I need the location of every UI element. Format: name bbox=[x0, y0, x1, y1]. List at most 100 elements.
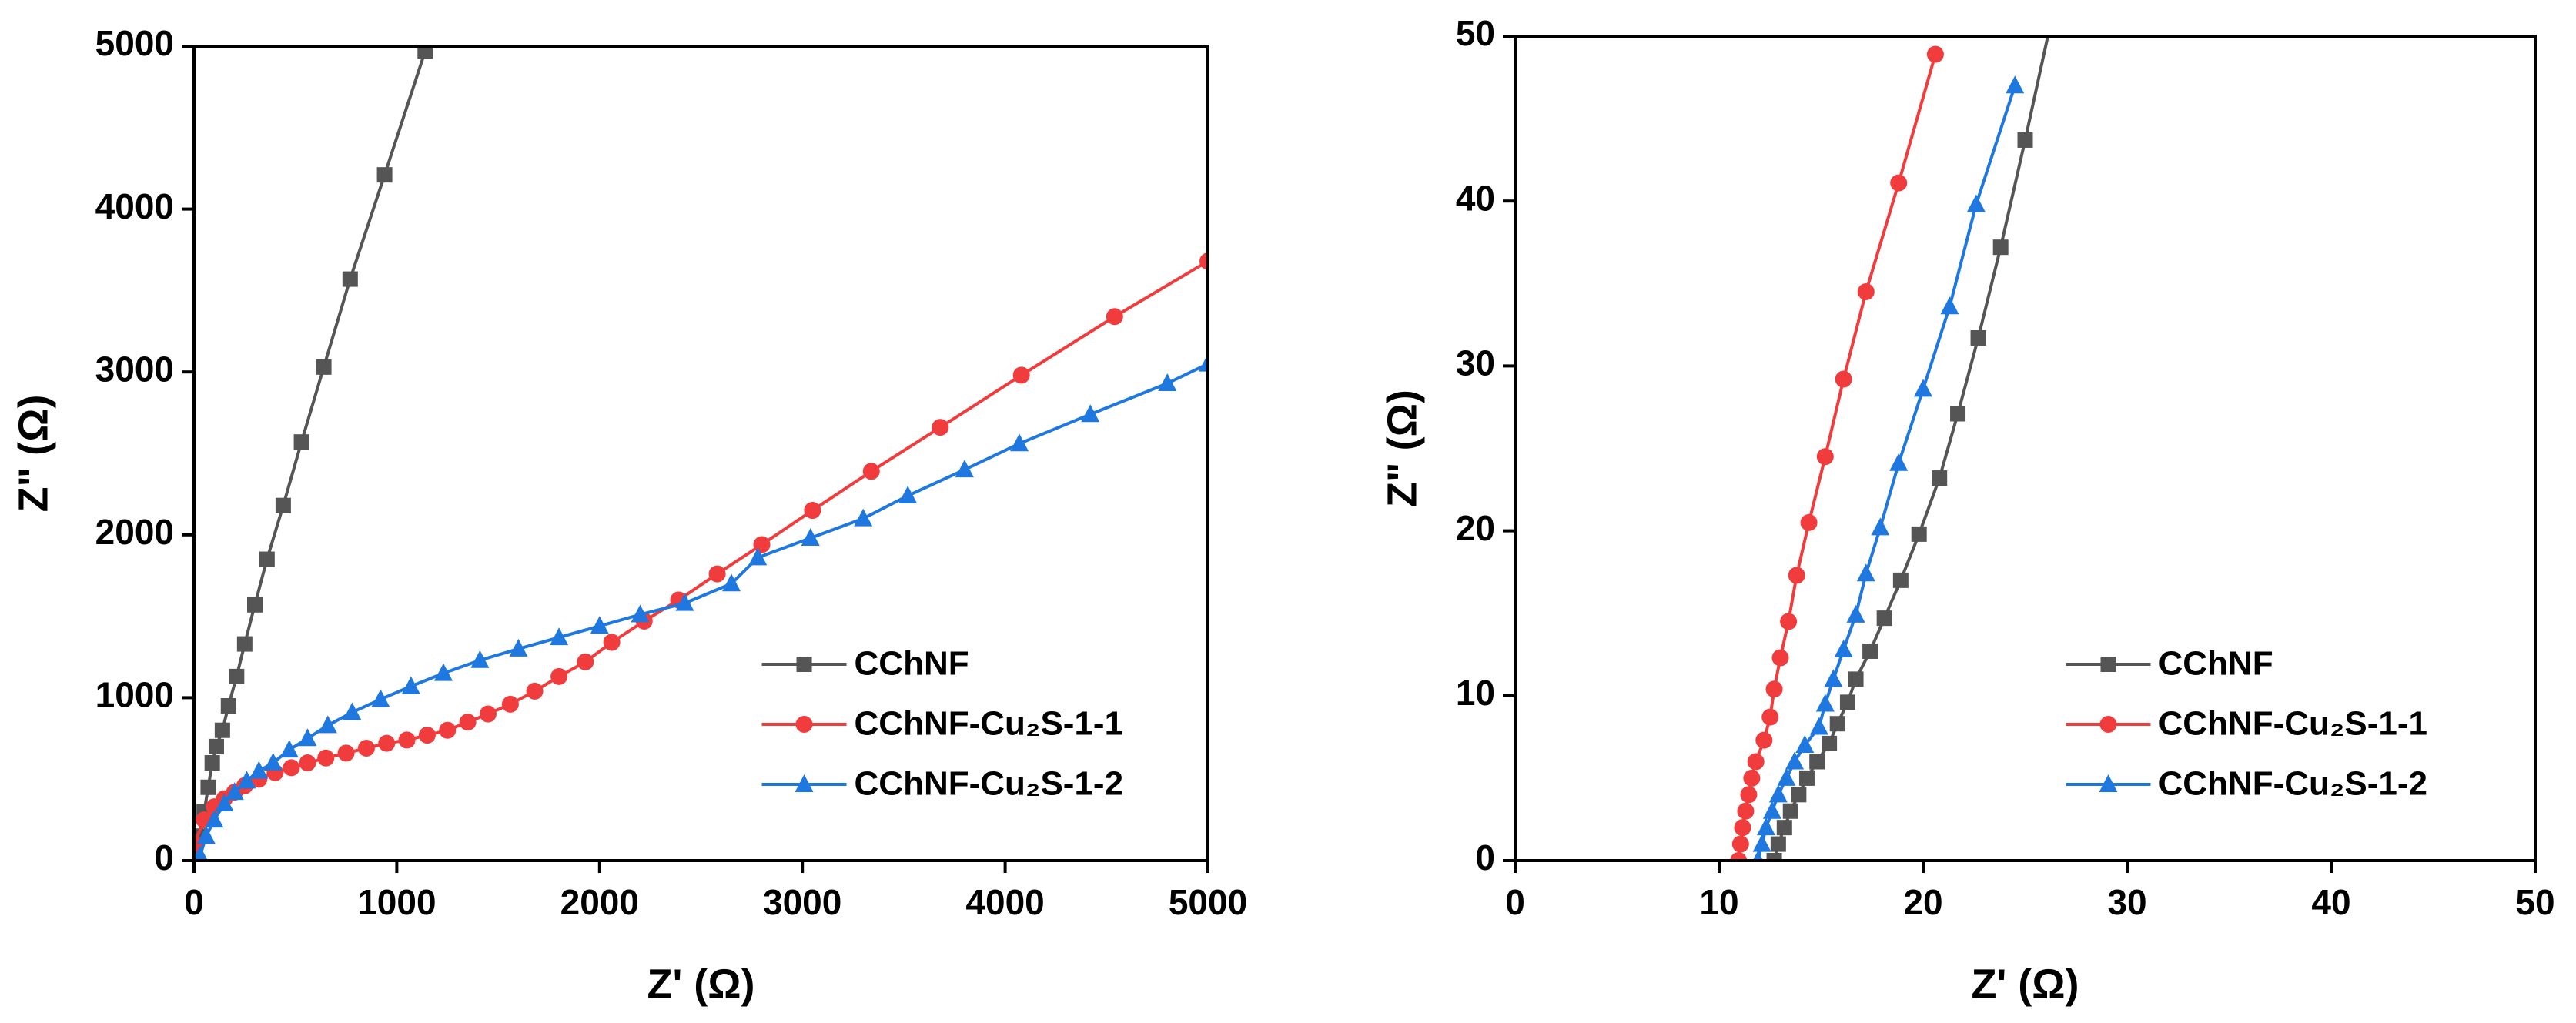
marker-triangle bbox=[1940, 296, 1959, 315]
marker-triangle bbox=[590, 616, 609, 634]
legend-marker bbox=[795, 716, 813, 733]
marker-circle bbox=[501, 695, 519, 713]
marker-circle bbox=[1734, 819, 1751, 837]
marker-triangle bbox=[196, 826, 216, 844]
marker-triangle bbox=[401, 676, 420, 694]
y-tick-label: 30 bbox=[1456, 343, 1495, 383]
series-line bbox=[198, 46, 429, 837]
marker-triangle bbox=[509, 638, 528, 657]
marker-triangle bbox=[2006, 75, 2025, 94]
marker-square bbox=[1809, 754, 1825, 770]
marker-triangle bbox=[1199, 353, 1208, 372]
marker-square bbox=[1848, 671, 1864, 687]
marker-triangle bbox=[1081, 404, 1100, 423]
plot-area bbox=[1730, 20, 2057, 861]
marker-circle bbox=[283, 759, 300, 777]
marker-circle bbox=[378, 734, 396, 752]
marker-triangle bbox=[1752, 851, 1764, 861]
y-tick-label: 1000 bbox=[95, 675, 174, 715]
marker-triangle bbox=[279, 740, 299, 758]
x-tick-label: 20 bbox=[1903, 882, 1942, 922]
marker-triangle bbox=[1914, 379, 1932, 397]
marker-circle bbox=[439, 721, 457, 739]
marker-circle bbox=[1199, 252, 1208, 270]
marker-circle bbox=[418, 727, 436, 744]
marker-triangle bbox=[1752, 834, 1771, 852]
marker-triangle bbox=[1815, 694, 1835, 712]
marker-square bbox=[220, 697, 236, 714]
marker-circle bbox=[398, 731, 416, 749]
legend-marker bbox=[2099, 774, 2118, 792]
marker-square bbox=[2042, 20, 2057, 35]
plot-frame bbox=[1514, 35, 2537, 862]
marker-square bbox=[1892, 572, 1909, 588]
legend-marker bbox=[796, 657, 812, 672]
y-tick-label: 5000 bbox=[95, 23, 174, 63]
marker-square bbox=[200, 779, 216, 795]
y-tick-label: 0 bbox=[154, 837, 174, 878]
marker-triangle bbox=[1010, 433, 1029, 452]
y-tick-label: 10 bbox=[1456, 673, 1495, 713]
marker-circle bbox=[1731, 835, 1749, 853]
x-tick-label: 30 bbox=[2107, 882, 2146, 922]
series-line bbox=[1772, 36, 2050, 861]
marker-square bbox=[1911, 526, 1927, 542]
marker-triangle bbox=[1756, 817, 1775, 836]
marker-square bbox=[1862, 643, 1878, 659]
marker-square bbox=[208, 738, 224, 754]
marker-circle bbox=[1926, 45, 1944, 63]
x-tick-label: 3000 bbox=[763, 882, 841, 922]
legend-label: CChNF bbox=[2159, 645, 2273, 683]
marker-triangle bbox=[1785, 751, 1805, 770]
marker-triangle bbox=[263, 753, 283, 771]
marker-square bbox=[342, 271, 358, 287]
y-tick-label: 20 bbox=[1456, 508, 1495, 548]
marker-triangle bbox=[1856, 563, 1875, 582]
marker-square bbox=[1791, 787, 1807, 803]
x-tick-label: 40 bbox=[2311, 882, 2350, 922]
marker-square bbox=[1970, 329, 1986, 346]
marker-circle bbox=[1743, 769, 1761, 787]
marker-circle bbox=[337, 744, 355, 762]
marker-circle bbox=[1737, 802, 1755, 820]
marker-triangle bbox=[1889, 453, 1909, 471]
marker-circle bbox=[753, 536, 771, 553]
marker-triangle bbox=[205, 810, 224, 828]
x-tick-label: 5000 bbox=[1169, 882, 1247, 922]
marker-circle bbox=[459, 714, 477, 731]
marker-square bbox=[2017, 132, 2033, 148]
marker-circle bbox=[479, 705, 497, 723]
panel: 0 10 20 30 40 50 0 10 20 30 40 50 Z' (Ω) Z" (Ω) CChNF C… bbox=[1379, 13, 2554, 1007]
marker-triangle bbox=[371, 689, 390, 707]
y-tick-label: 4000 bbox=[95, 186, 174, 226]
legend-marker bbox=[795, 774, 814, 792]
x-tick-label: 10 bbox=[1699, 882, 1738, 922]
marker-circle bbox=[526, 682, 544, 700]
marker-square bbox=[275, 497, 291, 513]
marker-triangle bbox=[1795, 735, 1815, 754]
marker-triangle bbox=[470, 650, 490, 668]
legend-marker bbox=[2100, 657, 2116, 672]
marker-square bbox=[1822, 735, 1838, 751]
marker-triangle bbox=[898, 486, 918, 504]
marker-square bbox=[1782, 803, 1798, 819]
marker-circle bbox=[1740, 786, 1758, 804]
marker-square bbox=[259, 551, 275, 567]
marker-square bbox=[316, 359, 332, 375]
x-tick-label: 4000 bbox=[965, 882, 1044, 922]
x-tick-label: 2000 bbox=[560, 882, 639, 922]
marker-triangle bbox=[1834, 639, 1853, 657]
marker-circle bbox=[357, 739, 375, 757]
marker-circle bbox=[1730, 852, 1748, 861]
marker-circle bbox=[1780, 613, 1798, 630]
y-tick-label: 0 bbox=[1475, 837, 1495, 878]
marker-circle bbox=[1816, 448, 1834, 466]
marker-triangle bbox=[1777, 767, 1796, 786]
x-axis-label: Z' (Ω) bbox=[1971, 961, 2079, 1007]
marker-triangle bbox=[1158, 373, 1177, 392]
legend-label: CChNF-Cu₂S-1-2 bbox=[855, 765, 1124, 803]
marker-triangle bbox=[343, 702, 362, 720]
marker-circle bbox=[1765, 680, 1783, 698]
marker-triangle bbox=[215, 793, 234, 811]
